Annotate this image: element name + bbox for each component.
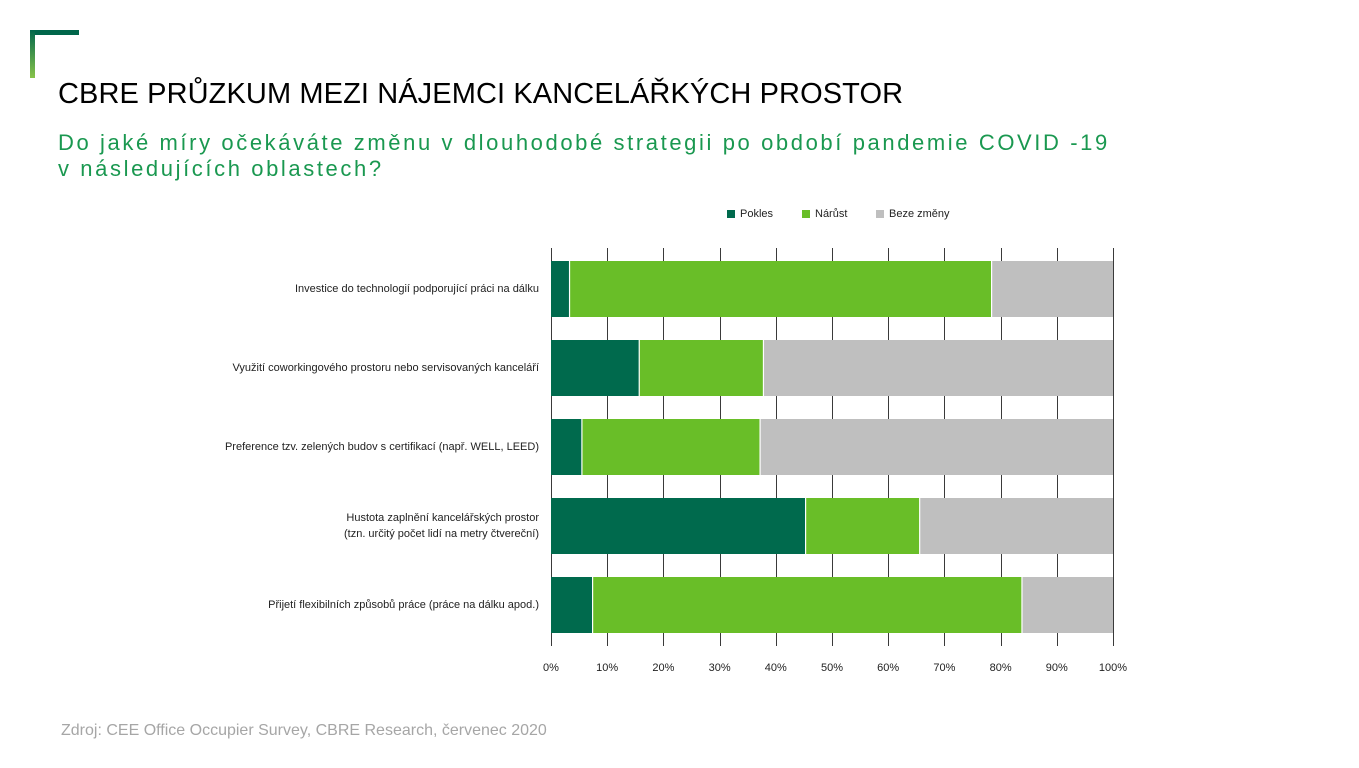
legend-swatch [802, 210, 810, 218]
bar-segment [551, 577, 593, 633]
x-tick-label: 60% [877, 662, 899, 674]
page-title: CBRE PRŮZKUM MEZI NÁJEMCI KANCELÁŘKÝCH P… [58, 78, 904, 110]
category-label: Investice do technologií podporující prá… [295, 281, 539, 297]
legend-label: Beze změny [889, 208, 950, 220]
legend-swatch [876, 210, 884, 218]
bar-segment [639, 340, 764, 396]
bar-segment [763, 340, 1113, 396]
bar-segment [919, 498, 1113, 554]
category-label-line: Využití coworkingového prostoru nebo ser… [232, 362, 539, 374]
legend-swatch [727, 210, 735, 218]
bar-segment [551, 498, 806, 554]
x-tick-label: 50% [821, 662, 843, 674]
category-label-line: Přijetí flexibilních způsobů práce (prác… [268, 599, 539, 611]
legend-label: Pokles [740, 208, 774, 220]
x-tick-label: 100% [1099, 662, 1127, 674]
bar-segment [991, 261, 1113, 317]
bar-segment [592, 577, 1022, 633]
legend-item: Pokles [727, 208, 773, 220]
bar-segment [760, 419, 1113, 475]
source-note: Zdroj: CEE Office Occupier Survey, CBRE … [61, 722, 547, 739]
bar-segment [581, 419, 761, 475]
bar-segment [1021, 577, 1113, 633]
legend-label: Nárůst [815, 208, 848, 220]
legend-item: Beze změny [876, 208, 950, 220]
x-tick-label: 40% [765, 662, 787, 674]
subtitle-line-2: v následujících oblastech? [58, 156, 384, 181]
category-label-line: Investice do technologií podporující prá… [295, 283, 539, 295]
category-label-line: Preference tzv. zelených budov s certifi… [224, 441, 539, 453]
category-label: Přijetí flexibilních způsobů práce (prác… [268, 597, 539, 613]
x-tick-label: 90% [1046, 662, 1068, 674]
bar-segment [569, 261, 992, 317]
bar-segment [805, 498, 920, 554]
category-label: Hustota zaplnění kancelářských prostor (t… [344, 510, 539, 542]
x-tick-label: 70% [933, 662, 955, 674]
bar-segment [551, 261, 570, 317]
x-tick-label: 10% [596, 662, 618, 674]
corner-accent [30, 30, 80, 78]
category-label-line: (tzn. určitý počet lidí na metry čtvereč… [343, 528, 539, 540]
x-tick-label: 80% [990, 662, 1012, 674]
category-label: Využití coworkingového prostoru nebo ser… [232, 360, 539, 376]
subtitle-line-1: Do jaké míry očekáváte změnu v dlouhodob… [58, 130, 1110, 155]
x-tick-label: 0% [543, 662, 559, 674]
legend-item: Nárůst [802, 208, 847, 220]
chart-subtitle: Do jaké míry očekáváte změnu v dlouhodob… [58, 130, 1110, 182]
category-label: Preference tzv. zelených budov s certifi… [225, 439, 539, 455]
bar-segment [551, 419, 582, 475]
x-tick-label: 20% [652, 662, 674, 674]
x-tick-label: 30% [709, 662, 731, 674]
category-label-line: Hustota zaplnění kancelářských prostor [346, 512, 539, 524]
bar-segment [551, 340, 640, 396]
